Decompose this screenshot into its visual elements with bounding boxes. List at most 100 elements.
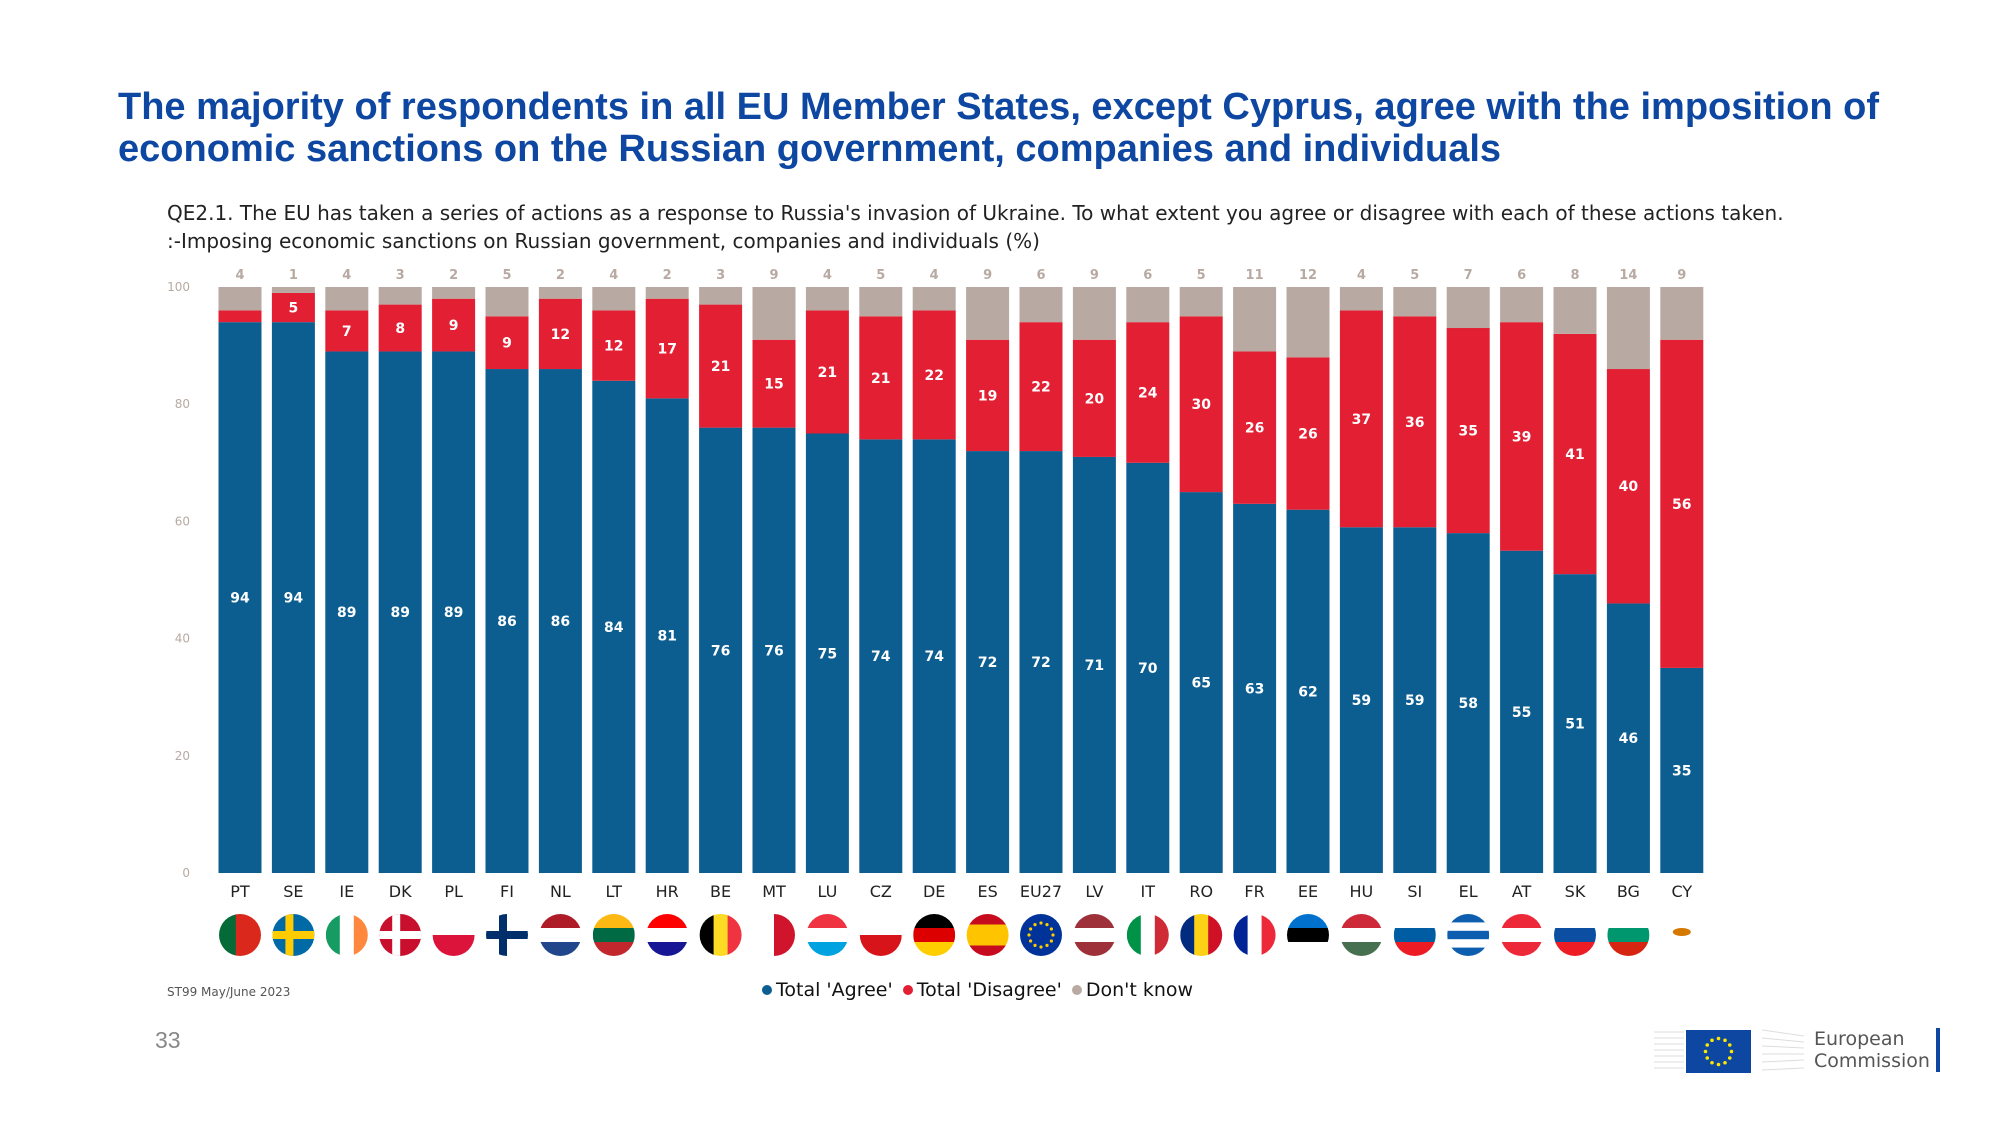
data-label-dont-know: 9	[1090, 268, 1099, 283]
bar-segment-dont-know	[1072, 287, 1116, 340]
bar-segment-disagree	[859, 316, 903, 440]
data-label: 62	[1298, 684, 1317, 700]
question-line-2: :-Imposing economic sanctions on Russian…	[167, 229, 1040, 253]
x-tick-label: AT	[1512, 882, 1532, 901]
flag-ro-icon	[1180, 914, 1223, 956]
bar-segment-agree	[1233, 503, 1277, 873]
data-label: 89	[337, 605, 356, 621]
x-tick-label: SE	[283, 882, 303, 901]
bar-segment-disagree	[1339, 310, 1383, 528]
flag-be-icon	[699, 914, 742, 956]
data-label: 21	[818, 365, 837, 381]
data-label: 55	[1512, 705, 1531, 721]
x-tick-label: BE	[710, 882, 731, 901]
x-tick-label: FR	[1244, 882, 1264, 901]
bar-segment-dont-know	[218, 287, 262, 311]
flag-ie-icon	[325, 914, 368, 956]
data-label-dont-know: 2	[663, 268, 672, 283]
data-label-dont-know: 5	[502, 268, 511, 283]
star-icon	[1723, 1060, 1727, 1065]
flag-eu27-icon	[1020, 914, 1062, 956]
legend-item-dont-know: Don't know	[1071, 979, 1193, 1001]
data-label: 74	[871, 649, 891, 665]
bar-segment-disagree	[1072, 339, 1116, 457]
data-label: 15	[764, 377, 783, 393]
bar-segment-disagree	[1393, 316, 1437, 528]
x-tick-label: PT	[230, 882, 250, 901]
bar-segment-agree	[271, 322, 315, 873]
bar-segment-agree	[1126, 462, 1170, 873]
data-label: 21	[711, 359, 730, 375]
question-text: QE2.1. The EU has taken a series of acti…	[167, 199, 1784, 255]
bar-segment-dont-know	[1019, 287, 1063, 323]
bar-segment-disagree	[1660, 339, 1704, 668]
data-label: 86	[551, 614, 570, 630]
data-label: 89	[390, 605, 409, 621]
data-label: 56	[1672, 497, 1691, 513]
x-tick-label: NL	[550, 882, 571, 901]
bar-segment-disagree	[592, 310, 636, 381]
flag-ee-icon	[1287, 914, 1329, 956]
data-label-dont-know: 4	[930, 268, 939, 283]
bar-segment-disagree	[271, 292, 315, 323]
flag-dk-icon	[379, 914, 422, 956]
x-tick-label: MT	[762, 882, 786, 901]
star-icon	[1729, 1049, 1734, 1054]
x-tick-label: BG	[1617, 882, 1640, 901]
data-label: 58	[1458, 696, 1477, 712]
flag-se-icon	[272, 914, 315, 956]
bar-segment-disagree	[538, 298, 582, 370]
data-label: 35	[1672, 763, 1691, 779]
data-label: 63	[1245, 681, 1264, 697]
data-label-dont-know: 6	[1036, 268, 1045, 283]
bar-segment-dont-know	[1500, 287, 1544, 323]
flag-hu-icon	[1340, 914, 1383, 956]
x-tick-label: LU	[817, 882, 837, 901]
bar-segment-agree	[1072, 456, 1116, 873]
data-label: 26	[1245, 421, 1264, 437]
data-label-dont-know: 4	[1357, 268, 1366, 283]
bar-segment-agree	[1660, 667, 1704, 873]
x-tick-label: ES	[977, 882, 997, 901]
bar-segment-agree	[1393, 527, 1437, 873]
x-tick-label: EL	[1459, 882, 1478, 901]
data-label-dont-know: 14	[1619, 268, 1637, 283]
data-label: 74	[924, 649, 944, 665]
data-label: 75	[818, 646, 837, 662]
x-tick-label: CZ	[870, 882, 892, 901]
question-line-1: QE2.1. The EU has taken a series of acti…	[167, 201, 1784, 225]
bar-segment-dont-know	[1393, 287, 1437, 317]
data-label-dont-know: 4	[235, 268, 244, 283]
star-icon	[1727, 1043, 1732, 1047]
bar-segment-dont-know	[1660, 287, 1704, 340]
data-label: 22	[924, 368, 943, 384]
data-label: 35	[1458, 424, 1477, 440]
bar-segment-disagree	[1286, 357, 1330, 510]
y-tick-label: 100	[167, 280, 190, 294]
data-label: 21	[871, 371, 890, 387]
data-label: 36	[1405, 415, 1424, 431]
bar-segment-disagree	[485, 316, 529, 370]
y-tick-label: 60	[175, 514, 190, 528]
data-label-dont-know: 3	[716, 268, 725, 283]
bar-segment-agree	[538, 369, 582, 873]
data-label: 94	[230, 591, 250, 607]
flag-fi-icon	[486, 914, 528, 956]
star-icon	[1727, 1056, 1732, 1060]
x-tick-label: EE	[1298, 882, 1318, 901]
bar-segment-disagree	[1019, 322, 1063, 452]
bar-segment-agree	[592, 380, 636, 873]
bar-segment-disagree	[1446, 328, 1490, 534]
bar-segment-disagree	[1179, 316, 1223, 493]
x-tick-label: EU27	[1020, 882, 1062, 901]
data-label-dont-know: 6	[1517, 268, 1526, 283]
bar-segment-agree	[432, 351, 476, 874]
star-icon	[1705, 1056, 1710, 1060]
bar-segment-dont-know	[912, 287, 956, 311]
data-label: 41	[1565, 447, 1584, 463]
data-label: 51	[1565, 717, 1584, 733]
page-number: 33	[155, 1027, 181, 1053]
bar-segment-agree	[966, 451, 1010, 873]
data-label-dont-know: 5	[1410, 268, 1419, 283]
stacked-bar-chart: 020406080100944PT9451SE8974IE8983DK8992P…	[167, 268, 1704, 956]
